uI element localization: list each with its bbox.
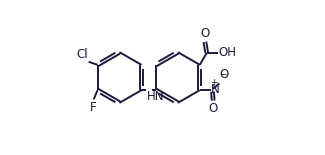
Text: Cl: Cl	[76, 48, 88, 61]
Text: +: +	[210, 78, 218, 87]
Text: HN: HN	[147, 91, 165, 104]
Text: N: N	[211, 83, 220, 96]
Text: OH: OH	[218, 46, 236, 59]
Text: F: F	[90, 101, 97, 114]
Text: O: O	[200, 27, 210, 40]
Text: O: O	[209, 102, 218, 115]
Text: O: O	[220, 68, 229, 81]
Text: −: −	[219, 69, 226, 78]
